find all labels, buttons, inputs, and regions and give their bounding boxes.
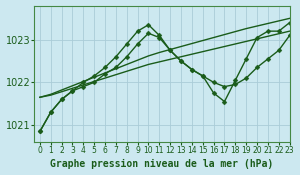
- X-axis label: Graphe pression niveau de la mer (hPa): Graphe pression niveau de la mer (hPa): [50, 159, 274, 169]
